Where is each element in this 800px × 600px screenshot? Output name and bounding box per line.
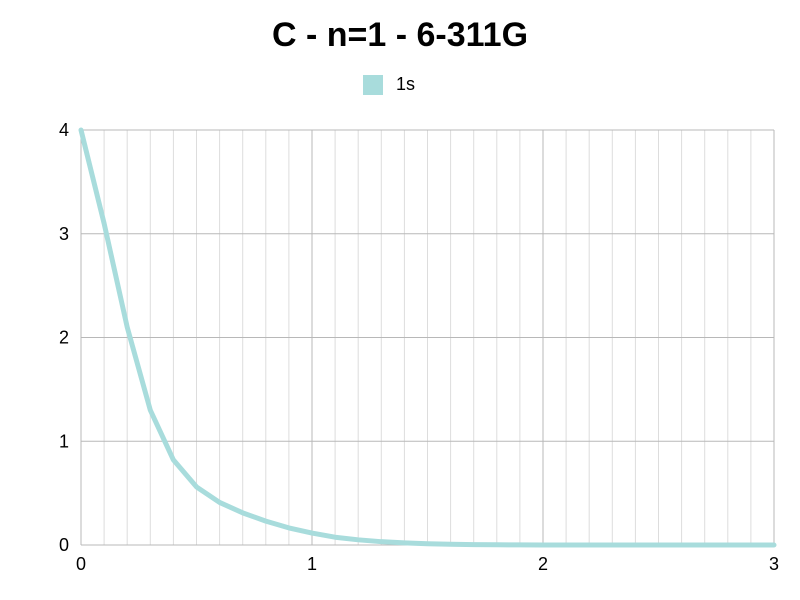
y-tick-label: 2 (59, 328, 69, 348)
chart-title: C - n=1 - 6-311G (272, 16, 528, 54)
x-tick-label: 2 (538, 554, 548, 574)
legend-label: 1s (396, 74, 415, 94)
series-line-1s (78, 127, 777, 548)
legend: 1s (363, 74, 415, 95)
grid (80, 129, 775, 546)
y-tick-label: 3 (59, 224, 69, 244)
x-axis-ticks: 0 1 2 3 (76, 554, 779, 574)
legend-swatch (363, 75, 383, 95)
x-tick-label: 1 (307, 554, 317, 574)
y-tick-label: 1 (59, 431, 69, 451)
x-tick-label: 3 (769, 554, 779, 574)
y-axis-ticks: 0 1 2 3 4 (59, 120, 69, 555)
y-tick-label: 4 (59, 120, 69, 140)
plot-area (78, 127, 777, 548)
y-tick-label: 0 (59, 535, 69, 555)
x-tick-label: 0 (76, 554, 86, 574)
